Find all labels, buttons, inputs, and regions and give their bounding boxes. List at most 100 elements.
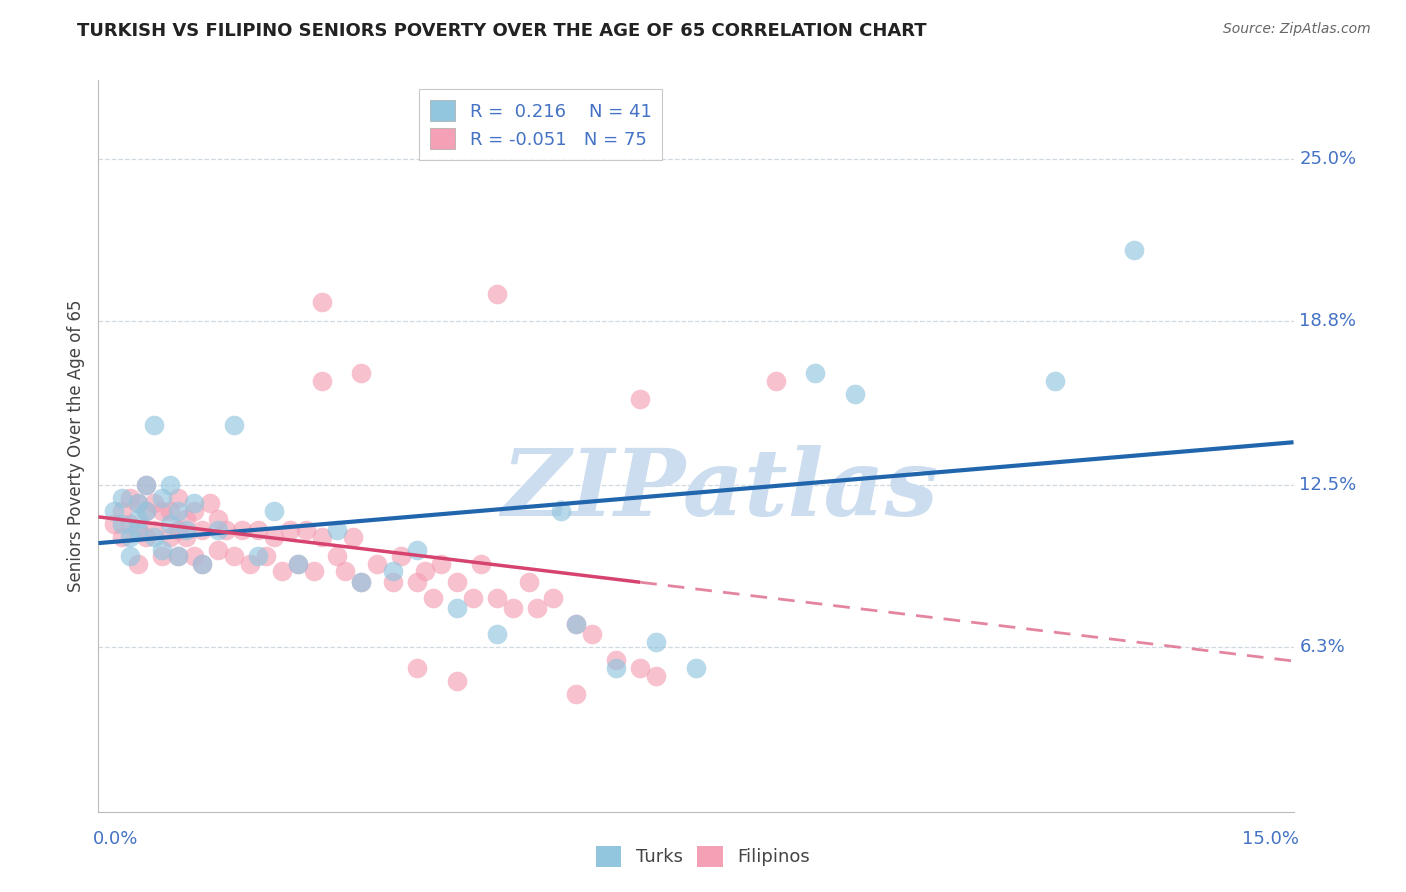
Text: 18.8%: 18.8% [1299,311,1357,330]
Point [191,557,214,571]
Point [150,543,173,558]
Point [103,504,125,518]
Point [215,523,238,537]
Point [120,530,142,544]
Point [183,549,205,563]
Point [565,616,588,631]
Point [628,392,651,406]
Y-axis label: Seniors Poverty Over the Age of 65: Seniors Poverty Over the Age of 65 [66,300,84,592]
Point [541,591,564,605]
Text: 15.0%: 15.0% [1243,830,1299,848]
Point [461,591,484,605]
Point [159,504,181,518]
Point [135,478,157,492]
Point [605,661,627,675]
Point [581,627,603,641]
Point [326,523,349,537]
Point [446,574,468,589]
Point [246,549,269,563]
Point [366,557,388,571]
Point [222,549,245,563]
Point [446,674,468,689]
Point [167,523,190,537]
Point [167,549,190,563]
Point [311,530,333,544]
Point [191,523,214,537]
Point [239,557,262,571]
Point [335,565,357,579]
Point [765,374,787,388]
Point [382,574,405,589]
Point [127,512,149,526]
Point [350,574,373,589]
Point [127,496,149,510]
Point [287,557,309,571]
Text: TURKISH VS FILIPINO SENIORS POVERTY OVER THE AGE OF 65 CORRELATION CHART: TURKISH VS FILIPINO SENIORS POVERTY OVER… [77,22,927,40]
Point [111,504,134,518]
Point [1123,243,1146,257]
Point [143,418,166,433]
Point [198,496,221,510]
Point [526,601,548,615]
Point [207,523,229,537]
Point [446,601,468,615]
Point [287,557,309,571]
Point [406,574,429,589]
Point [120,517,142,532]
Legend: Turks, Filipinos: Turks, Filipinos [589,838,817,874]
Text: Source: ZipAtlas.com: Source: ZipAtlas.com [1223,22,1371,37]
Point [174,512,197,526]
Point [150,549,173,563]
Point [406,661,429,675]
Point [183,496,205,510]
Point [406,543,429,558]
Point [127,557,149,571]
Point [485,627,508,641]
Point [111,491,134,506]
Point [342,530,364,544]
Point [565,687,588,701]
Point [326,549,349,563]
Point [183,504,205,518]
Point [605,653,627,667]
Point [159,517,181,532]
Point [844,386,866,401]
Point [565,616,588,631]
Point [278,523,301,537]
Point [302,565,325,579]
Point [231,523,253,537]
Point [143,523,166,537]
Point [645,669,668,683]
Point [135,504,157,518]
Point [159,478,181,492]
Point [103,517,125,532]
Point [263,530,285,544]
Point [150,504,173,518]
Point [222,418,245,433]
Text: 12.5%: 12.5% [1299,476,1357,494]
Point [135,478,157,492]
Point [191,557,214,571]
Point [254,549,277,563]
Point [270,565,292,579]
Point [517,574,540,589]
Point [294,523,316,537]
Point [159,530,181,544]
Point [174,523,197,537]
Point [485,591,508,605]
Point [127,496,149,510]
Point [174,530,197,544]
Point [502,601,524,615]
Text: 6.3%: 6.3% [1299,638,1346,657]
Point [111,530,134,544]
Point [167,491,190,506]
Point [111,517,134,532]
Point [127,523,149,537]
Point [143,496,166,510]
Point [263,504,285,518]
Point [485,287,508,301]
Point [120,491,142,506]
Point [150,491,173,506]
Point [246,523,269,537]
Point [135,530,157,544]
